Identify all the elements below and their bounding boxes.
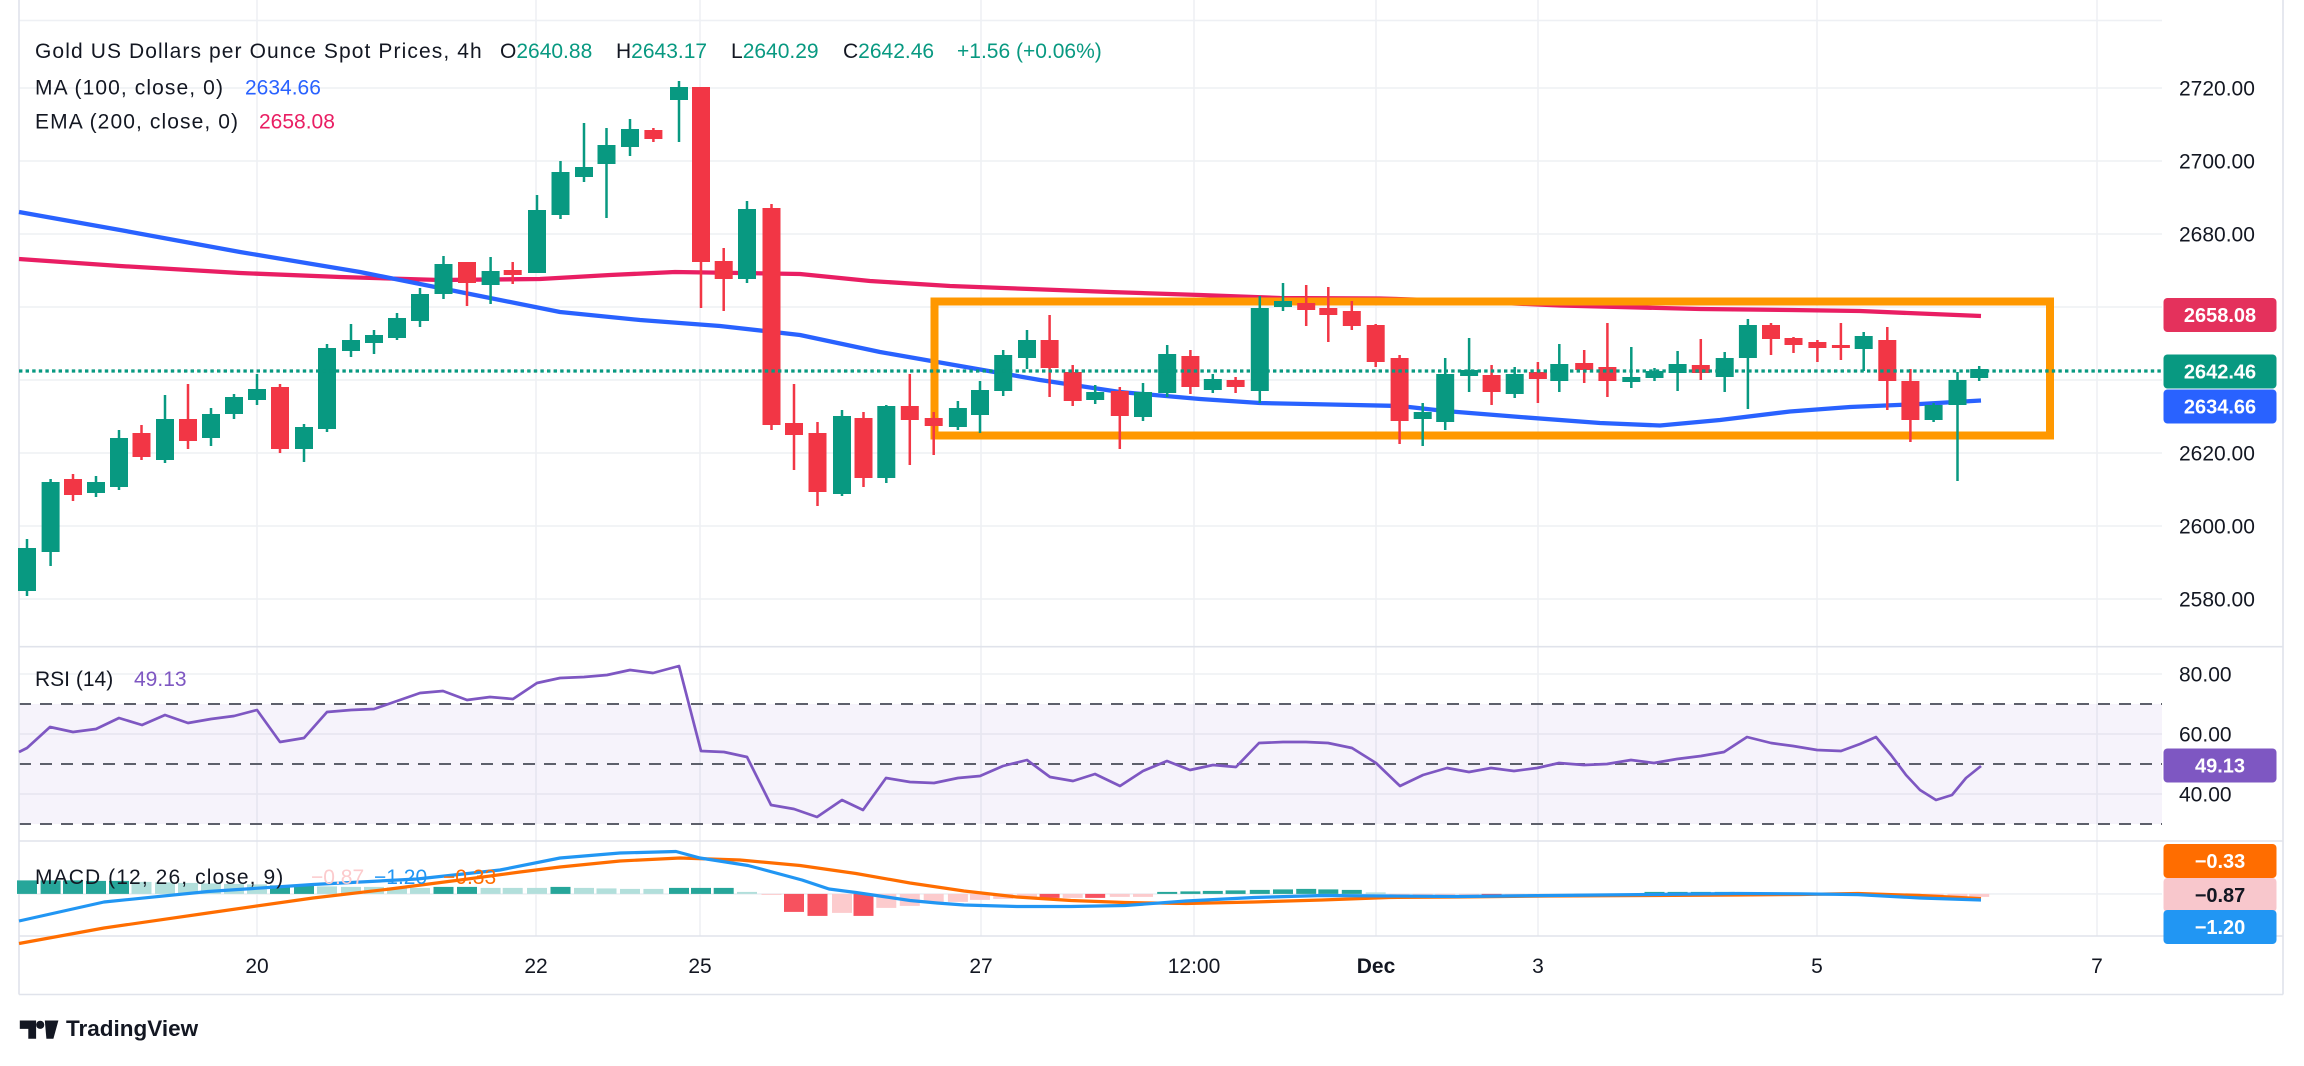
svg-text:2658.08: 2658.08 [259, 111, 335, 134]
svg-text:−0.33: −0.33 [443, 866, 496, 889]
svg-text:27: 27 [969, 955, 992, 978]
svg-text:2600.00: 2600.00 [2179, 516, 2255, 539]
svg-text:EMA (200, close, 0): EMA (200, close, 0) [35, 111, 239, 134]
svg-text:+1.56 (+0.06%): +1.56 (+0.06%) [957, 40, 1102, 63]
svg-text:20: 20 [245, 955, 268, 978]
svg-text:40.00: 40.00 [2179, 784, 2232, 807]
svg-text:7: 7 [2091, 955, 2103, 978]
svg-text:60.00: 60.00 [2179, 724, 2232, 747]
svg-text:2580.00: 2580.00 [2179, 589, 2255, 612]
svg-text:Dec: Dec [1357, 955, 1396, 978]
svg-text:−1.20: −1.20 [2195, 917, 2246, 939]
svg-text:H2643.17: H2643.17 [616, 40, 707, 63]
svg-text:22: 22 [524, 955, 547, 978]
svg-text:TradingView: TradingView [66, 1016, 199, 1041]
svg-text:RSI (14): RSI (14) [35, 668, 113, 691]
svg-text:2720.00: 2720.00 [2179, 78, 2255, 101]
svg-text:2642.46: 2642.46 [2184, 362, 2256, 384]
svg-text:80.00: 80.00 [2179, 664, 2232, 687]
svg-text:2634.66: 2634.66 [245, 77, 321, 100]
svg-text:5: 5 [1811, 955, 1823, 978]
svg-text:MA (100, close, 0): MA (100, close, 0) [35, 77, 224, 100]
svg-text:49.13: 49.13 [2195, 756, 2245, 778]
svg-text:2658.08: 2658.08 [2184, 305, 2256, 327]
svg-text:3: 3 [1532, 955, 1544, 978]
svg-text:−0.33: −0.33 [2195, 851, 2246, 873]
svg-text:49.13: 49.13 [134, 668, 187, 691]
svg-text:25: 25 [688, 955, 711, 978]
svg-text:2700.00: 2700.00 [2179, 151, 2255, 174]
svg-text:Gold US Dollars per Ounce Spot: Gold US Dollars per Ounce Spot Prices, 4… [35, 40, 483, 63]
svg-text:2620.00: 2620.00 [2179, 443, 2255, 466]
svg-text:12:00: 12:00 [1168, 955, 1221, 978]
svg-text:O2640.88: O2640.88 [500, 40, 592, 63]
svg-text:2634.66: 2634.66 [2184, 397, 2256, 419]
svg-text:−0.87: −0.87 [2195, 885, 2246, 907]
svg-text:−0.87: −0.87 [311, 866, 364, 889]
svg-text:L2640.29: L2640.29 [731, 40, 819, 63]
svg-text:MACD (12, 26, close, 9): MACD (12, 26, close, 9) [35, 866, 284, 889]
svg-text:C2642.46: C2642.46 [843, 40, 934, 63]
svg-text:2680.00: 2680.00 [2179, 224, 2255, 247]
svg-text:−1.20: −1.20 [374, 866, 427, 889]
